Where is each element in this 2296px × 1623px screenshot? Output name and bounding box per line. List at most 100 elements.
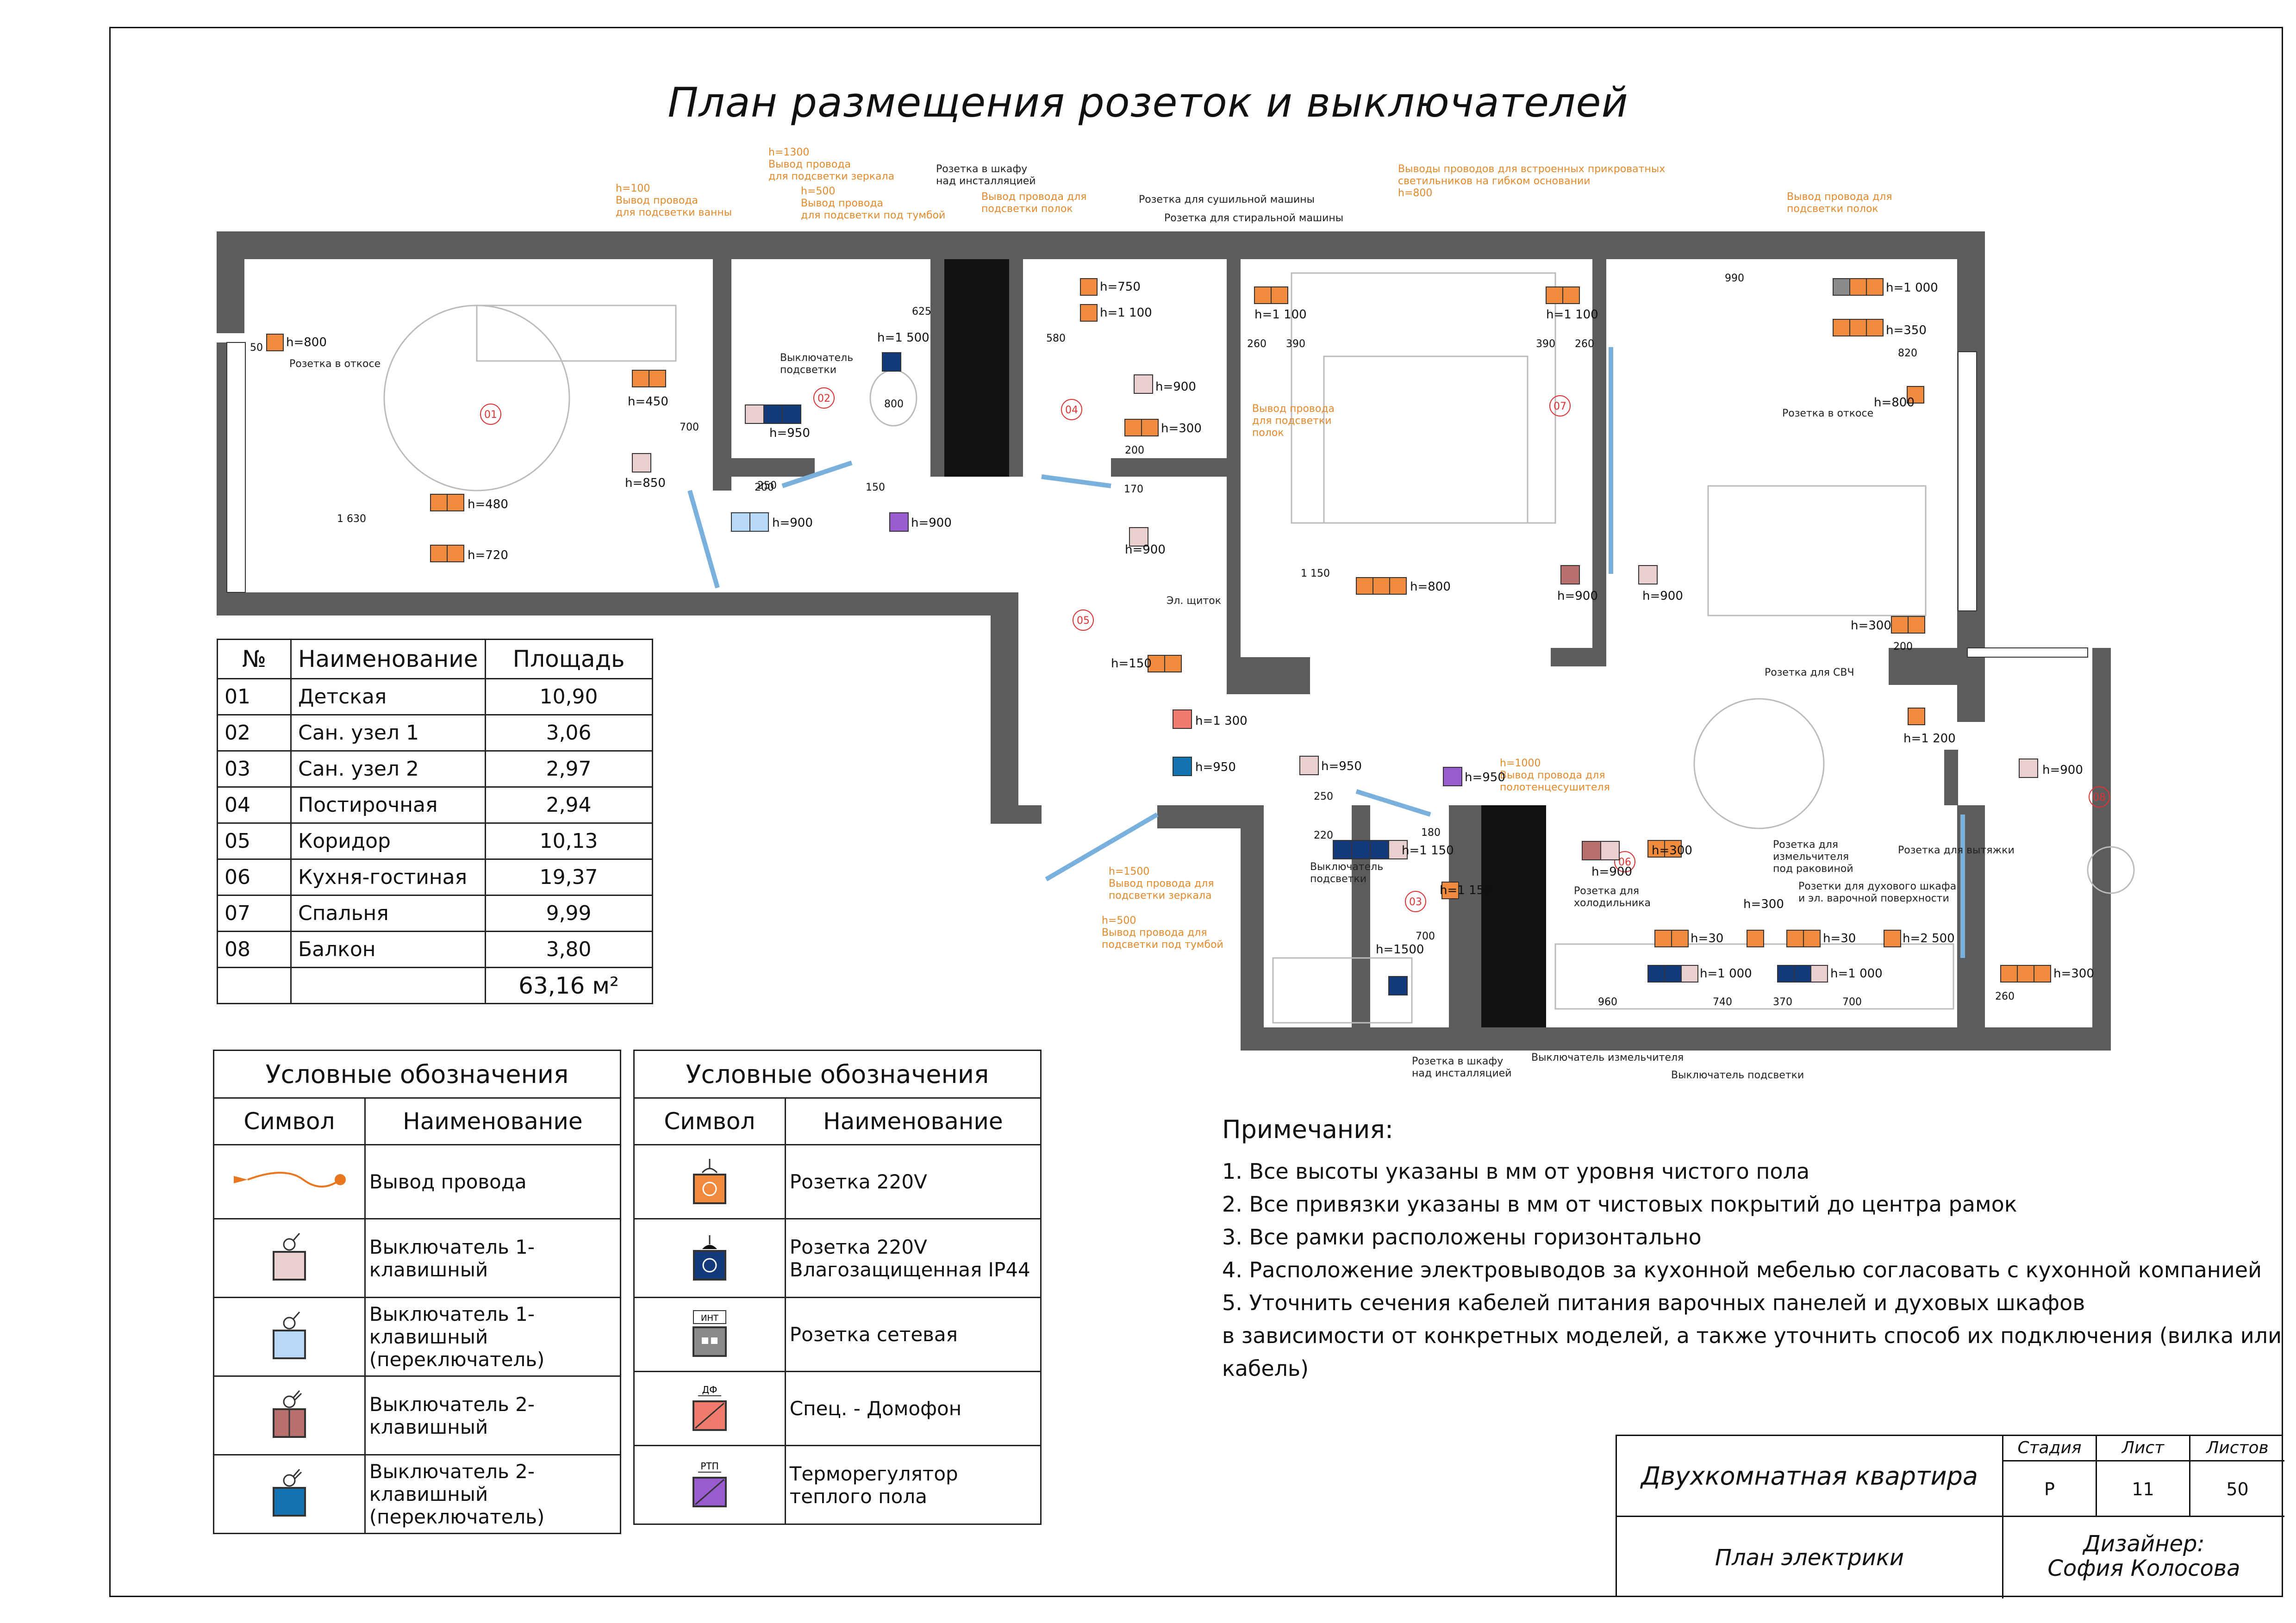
callout-shelf-b-1: Вывод провода для: [1787, 191, 1892, 203]
callout-mirror-1: Вывод провода: [768, 159, 851, 170]
callout-shelf-c-2: для подсветки: [1252, 415, 1332, 427]
device-markers: [266, 278, 2051, 995]
callout-reveal-socket: Розетка в откосе: [289, 358, 381, 370]
callout-vanity-1: Вывод провода: [801, 198, 883, 209]
callout-bedside-2: светильников на гибком основании: [1398, 175, 1591, 187]
room-number: 06: [217, 858, 292, 896]
callout-light-switch-1: Выключатель: [780, 352, 853, 364]
height-label: h=1 000: [1830, 967, 1883, 981]
legend-right-title: Условные обозначения: [633, 1050, 1042, 1099]
room-number-07: 07: [1554, 401, 1566, 412]
callout-bath-2: для подсветки ванны: [616, 207, 732, 218]
callout-install2-2: над инсталляцией: [1412, 1068, 1512, 1079]
dimension-label: 150: [866, 482, 885, 493]
room-number: 02: [217, 714, 292, 752]
callout-hood: Розетка для вытяжки: [1898, 845, 2015, 856]
legend-right-col-symbol: Символ: [633, 1097, 786, 1145]
callout-light-switch2-2: подсветки: [1310, 873, 1366, 885]
room-number: 03: [217, 750, 292, 788]
room-number-02: 02: [817, 393, 830, 404]
height-label: h=350: [1886, 323, 1927, 337]
stamp-sheet: 11: [2097, 1461, 2190, 1517]
plan-callouts: h=100 Вывод провода для подсветки ванны …: [250, 147, 2094, 1081]
intercom-tag: ДФ: [702, 1384, 717, 1395]
callout-shelf-2: подсветки полок: [981, 203, 1073, 215]
height-label: h=900: [1642, 589, 1683, 603]
legend-item-label: Выключатель 1-клавишный: [364, 1218, 622, 1298]
height-label: h=1 200: [1903, 732, 1956, 746]
legend-right-col-name: Наименование: [784, 1097, 1042, 1145]
callout-vanity2-1: Вывод провода для: [1102, 927, 1207, 939]
callout-light-switch-3: Выключатель подсветки: [1671, 1070, 1804, 1081]
note-item: 1. Все высоты указаны в мм от уровня чис…: [1222, 1159, 1810, 1184]
switch-1-key-toggle-icon: [213, 1297, 366, 1377]
dimension-label: 170: [1124, 484, 1143, 495]
room-name: Коридор: [290, 822, 486, 860]
room-name: Балкон: [290, 931, 486, 968]
callout-install2-1: Розетка в шкафу: [1412, 1056, 1503, 1067]
stamp-designer-label: Дизайнер:: [2083, 1531, 2205, 1557]
legend-item-label: Розетка 220V Влагозащищенная IP44: [784, 1218, 1042, 1298]
switch-2-key-icon: [213, 1375, 366, 1455]
switch-1-key-icon: [213, 1218, 366, 1298]
callout-mirror2-2: подсветки зеркала: [1109, 890, 1212, 902]
callout-microwave: Розетка для СВЧ: [1765, 667, 1854, 678]
dimension-label: 50: [250, 342, 263, 354]
dimension-label: 250: [757, 480, 777, 491]
callout-oven-2: и эл. варочной поверхности: [1798, 893, 1949, 904]
height-label: h=30: [1691, 932, 1723, 945]
callout-grinder-3: под раковиной: [1773, 863, 1853, 875]
rooms-header-area: Площадь: [484, 639, 653, 679]
stamp-sheet-label: Лист: [2097, 1436, 2190, 1461]
room-name: Сан. узел 1: [290, 714, 486, 752]
height-label: h=1500: [1376, 943, 1424, 957]
dimension-label: 1 150: [1301, 568, 1330, 579]
callout-bath-h: h=100: [616, 183, 650, 194]
dimension-label: 370: [1773, 996, 1792, 1008]
legend-item-label: Выключатель 2-клавишный: [364, 1375, 622, 1455]
page-title: План размещения розеток и выключателей: [668, 79, 1628, 126]
wire-outlet-icon: [213, 1144, 366, 1219]
room-name: Детская: [290, 678, 486, 715]
notes: Примечания: 1. Все высоты указаны в мм о…: [1222, 1113, 2296, 1385]
height-label: h=1 150: [1402, 844, 1454, 858]
thermostat-tag: РТП: [700, 1461, 718, 1472]
rooms-header-name: Наименование: [290, 639, 486, 679]
dimension-label: 820: [1898, 348, 1917, 359]
dimension-label: 625: [912, 306, 931, 317]
intercom-icon: ДФ: [633, 1371, 786, 1446]
callout-bedside-1: Выводы проводов для встроенных прикроват…: [1398, 163, 1665, 175]
height-label: h=1 000: [1886, 281, 1938, 295]
height-label: h=30: [1823, 932, 1856, 945]
rooms-header-number: №: [217, 639, 292, 679]
socket-220v-ip44-icon: [633, 1218, 786, 1298]
room-name: Сан. узел 2: [290, 750, 486, 788]
callout-vanity-h: h=500: [801, 186, 835, 197]
table-row: 03 Сан. узел 2 2,97: [217, 750, 653, 788]
dimension-label: 740: [1713, 996, 1732, 1008]
callout-vanity2-h: h=500: [1102, 915, 1136, 927]
height-label: h=850: [625, 476, 666, 490]
height-label: h=450: [628, 395, 668, 409]
room-name: Постирочная: [290, 786, 486, 824]
callout-towel-h: h=1000: [1500, 758, 1541, 769]
height-label: h=950: [1465, 771, 1505, 784]
table-row: 08 Балкон 3,80: [217, 931, 653, 968]
callout-mirror2-h: h=1500: [1109, 866, 1149, 877]
height-label: h=800: [1874, 396, 1915, 410]
height-label: h=150: [1111, 657, 1152, 671]
callout-shelf-1: Вывод провода для: [981, 191, 1087, 203]
height-label: h=900: [1557, 589, 1598, 603]
room-number: 04: [217, 786, 292, 824]
height-label: h=300: [1851, 619, 1891, 633]
network-tag: ИНТ: [701, 1313, 719, 1323]
height-label: h=900: [2042, 763, 2083, 777]
room-area: 9,99: [484, 895, 653, 932]
note-item: 4. Расположение электровыводов за кухонн…: [1222, 1257, 2262, 1282]
callout-grinder-1: Розетка для: [1773, 839, 1838, 851]
legend-left-title: Условные обозначения: [213, 1050, 621, 1099]
room-area: 3,80: [484, 931, 653, 968]
dimension-label: 220: [1314, 830, 1333, 841]
legend-item-label: Розетка сетевая: [784, 1297, 1042, 1372]
stamp-stage-label: Стадия: [2003, 1436, 2097, 1461]
